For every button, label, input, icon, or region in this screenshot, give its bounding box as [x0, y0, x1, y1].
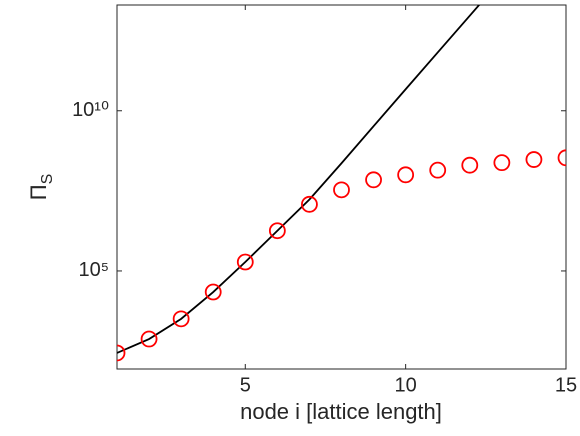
marker	[204, 283, 222, 301]
y-axis-label: ΠS	[26, 174, 56, 201]
marker	[301, 195, 318, 213]
marker	[397, 166, 415, 184]
marker	[333, 181, 350, 199]
marker	[268, 222, 286, 240]
x-tick-label: 5	[240, 374, 251, 396]
plot-frame	[116, 4, 567, 370]
marker	[493, 154, 511, 172]
marker	[429, 161, 447, 179]
marker	[557, 149, 566, 167]
y-tick-label: 10⁵	[78, 259, 109, 281]
y-tick-label: 10¹⁰	[72, 99, 109, 121]
line	[117, 5, 481, 354]
marker	[172, 310, 190, 328]
marker	[365, 171, 382, 189]
marker	[236, 253, 254, 271]
x-tick-label: 15	[555, 374, 577, 396]
marker	[140, 330, 158, 348]
marker	[525, 151, 543, 168]
x-axis-label: node i [lattice length]	[240, 399, 442, 424]
marker	[117, 344, 126, 362]
plot-area	[117, 5, 566, 362]
marker	[461, 156, 479, 174]
x-tick-label: 10	[395, 374, 417, 396]
